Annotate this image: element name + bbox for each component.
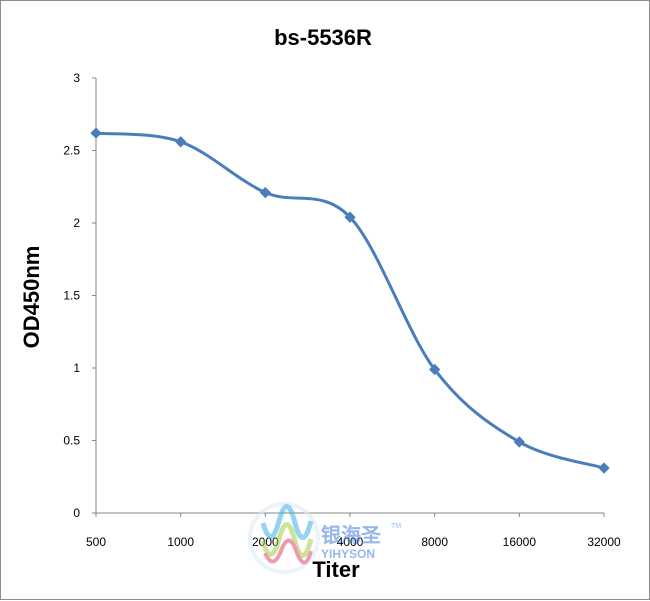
y-tick-label: 0.5 xyxy=(63,434,80,448)
x-tick-label: 32000 xyxy=(587,535,621,549)
data-point xyxy=(598,462,610,474)
x-tick-label: 16000 xyxy=(503,535,537,549)
y-tick-label: 1.5 xyxy=(63,289,80,303)
data-point xyxy=(344,211,356,223)
logo-icon xyxy=(248,502,320,574)
data-point xyxy=(259,186,271,199)
y-tick-label: 2 xyxy=(73,216,80,230)
y-tick-label: 1 xyxy=(73,361,80,375)
x-tick-label: 1000 xyxy=(167,535,194,549)
watermark-brand-cn: 银海圣 xyxy=(321,523,382,547)
x-tick-label: 4000 xyxy=(337,535,364,549)
data-markers xyxy=(90,127,610,474)
x-tick-labels: 500 1000 2000 4000 8000 16000 32000 xyxy=(86,513,621,549)
data-point xyxy=(429,363,441,376)
data-point xyxy=(513,436,525,448)
data-point xyxy=(90,127,102,139)
data-point xyxy=(175,136,187,148)
series-line xyxy=(95,131,605,470)
x-axis-title: Titer xyxy=(312,557,360,582)
x-tick-label: 500 xyxy=(86,535,106,549)
watermark-tm: TM xyxy=(391,523,401,530)
x-tick-label: 8000 xyxy=(421,535,448,549)
watermark-logo: 银海圣 TM YIHYSON xyxy=(248,502,401,574)
y-tick-label: 3 xyxy=(73,71,80,85)
y-axis-title: OD450nm xyxy=(19,246,44,349)
y-tick-labels: 0 0.5 1 1.5 2 2.5 3 xyxy=(63,71,96,520)
chart-title: bs-5536R xyxy=(274,25,372,50)
watermark-brand-en: YIHYSON xyxy=(321,547,375,561)
y-tick-label: 2.5 xyxy=(63,144,80,158)
y-tick-label: 0 xyxy=(73,506,80,520)
